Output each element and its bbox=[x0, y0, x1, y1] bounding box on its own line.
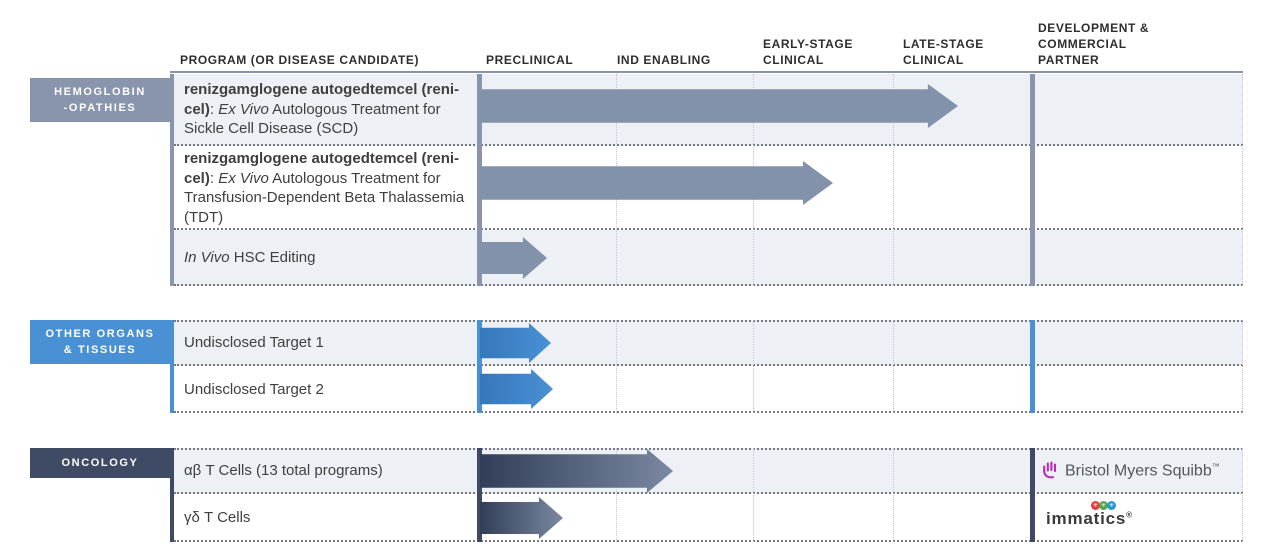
program-text-italic: Ex Vivo bbox=[218, 169, 269, 187]
column-header-program: PROGRAM (OR DISEASE CANDIDATE) bbox=[180, 53, 420, 67]
program-text: HSC Editing bbox=[229, 249, 316, 267]
category-label-hemoglobinopathies: HEMOGLOBIN -OPATHIES bbox=[30, 78, 170, 122]
program-text: : bbox=[209, 100, 219, 118]
partner-logo-immatics: ✳ ✳ ✳ immatics® bbox=[1046, 494, 1226, 542]
program-title-undisclosed-target-2: Undisclosed Target 2 bbox=[184, 366, 476, 413]
column-gridline bbox=[1242, 448, 1243, 542]
column-header-preclinical: PRECLINICAL bbox=[486, 53, 574, 67]
category-label-line: ONCOLOGY bbox=[61, 456, 139, 469]
column-header-ind-enabling: IND ENABLING bbox=[617, 53, 711, 67]
partner-logo-bristol-myers-squibb: Bristol Myers Squibb™ bbox=[1040, 448, 1240, 494]
section-edge-line-other-organs bbox=[170, 320, 174, 413]
bms-logo-text: Bristol Myers Squibb™ bbox=[1065, 461, 1220, 480]
category-label-line: OTHER ORGANS bbox=[45, 327, 155, 340]
partner-divider-other-organs bbox=[1030, 320, 1035, 413]
program-title-invivo-hsc-editing: In Vivo HSC Editing bbox=[184, 230, 476, 286]
column-gridline bbox=[753, 320, 754, 413]
program-title-ab-t-cells: αβ T Cells (13 total programs) bbox=[184, 448, 476, 494]
program-title-undisclosed-target-1: Undisclosed Target 1 bbox=[184, 320, 476, 366]
section-edge-line-oncology bbox=[170, 448, 174, 542]
immatics-logo-text: immatics® bbox=[1046, 509, 1133, 528]
column-gridline bbox=[616, 448, 617, 542]
header-divider-line bbox=[170, 71, 1243, 73]
column-gridline bbox=[1242, 74, 1243, 286]
immatics-dot-red: ✳ bbox=[1091, 501, 1100, 510]
column-gridline bbox=[893, 320, 894, 413]
progress-arrow-reni-cel-tdt bbox=[480, 161, 833, 205]
column-header-development-commercial-partner: DEVELOPMENT & COMMERCIAL PARTNER bbox=[1038, 21, 1150, 68]
program-text-italic: In Vivo bbox=[184, 249, 230, 267]
bms-hand-icon bbox=[1040, 457, 1060, 486]
program-title-reni-cel-scd: renizgamglogene autogedtemcel (reni-cel)… bbox=[184, 74, 476, 146]
category-label-line: -OPATHIES bbox=[63, 102, 137, 114]
progress-arrow-reni-cel-scd bbox=[480, 84, 958, 128]
trademark-symbol: ™ bbox=[1211, 461, 1220, 471]
partner-divider-oncology bbox=[1030, 448, 1035, 542]
progress-arrow-ab-t-cells bbox=[480, 449, 673, 493]
category-label-line: & TISSUES bbox=[63, 344, 137, 356]
column-header-late-stage-clinical: LATE-STAGE CLINICAL bbox=[903, 37, 984, 68]
column-header-early-stage-clinical: EARLY-STAGE CLINICAL bbox=[763, 37, 853, 68]
stage-start-line-hemoglobinopathies bbox=[477, 74, 482, 286]
program-text: Autologous Treatment for Sickle Cell Dis… bbox=[184, 100, 441, 138]
row-invivo-hsc-bg bbox=[174, 230, 1243, 286]
partner-divider-hemoglobinopathies bbox=[1030, 74, 1035, 286]
program-text: Undisclosed Target 2 bbox=[184, 380, 324, 398]
program-name-bold: renizgamglogene autogedtemcel (reni-cel) bbox=[184, 150, 460, 187]
program-name-bold: renizgamglogene autogedtemcel (reni-cel) bbox=[184, 81, 460, 118]
stage-start-line-oncology bbox=[477, 448, 482, 542]
row-gd-tcells-bg bbox=[174, 494, 1243, 542]
column-gridline bbox=[1242, 320, 1243, 413]
column-gridline bbox=[753, 448, 754, 542]
column-gridline bbox=[616, 320, 617, 413]
program-text: : bbox=[209, 169, 219, 187]
program-text: αβ T Cells (13 total programs) bbox=[184, 462, 383, 480]
program-text-italic: Ex Vivo bbox=[218, 100, 269, 118]
program-title-reni-cel-tdt: renizgamglogene autogedtemcel (reni-cel)… bbox=[184, 146, 476, 230]
program-text: Autologous Treatment for Transfusion-Dep… bbox=[184, 169, 465, 226]
immatics-dots-icon: ✳ ✳ ✳ bbox=[1091, 501, 1116, 510]
program-text: Undisclosed Target 1 bbox=[184, 334, 324, 352]
column-gridline bbox=[893, 74, 894, 286]
row-undisclosed-2-bg bbox=[174, 366, 1243, 413]
immatics-dot-green: ✳ bbox=[1099, 501, 1108, 510]
registered-symbol: ® bbox=[1126, 510, 1133, 520]
immatics-dot-blue: ✳ bbox=[1107, 501, 1116, 510]
stage-start-line-other-organs bbox=[477, 320, 482, 413]
program-text: γδ T Cells bbox=[184, 509, 251, 527]
row-undisclosed-1-bg bbox=[174, 320, 1243, 366]
category-label-oncology: ONCOLOGY bbox=[30, 448, 170, 478]
program-title-gd-t-cells: γδ T Cells bbox=[184, 494, 476, 542]
category-label-line: HEMOGLOBIN bbox=[54, 85, 146, 98]
row-ab-tcells-bg bbox=[174, 448, 1243, 494]
section-edge-line-hemoglobinopathies bbox=[170, 74, 174, 286]
category-label-other-organs-tissues: OTHER ORGANS & TISSUES bbox=[30, 320, 170, 364]
column-gridline bbox=[893, 448, 894, 542]
